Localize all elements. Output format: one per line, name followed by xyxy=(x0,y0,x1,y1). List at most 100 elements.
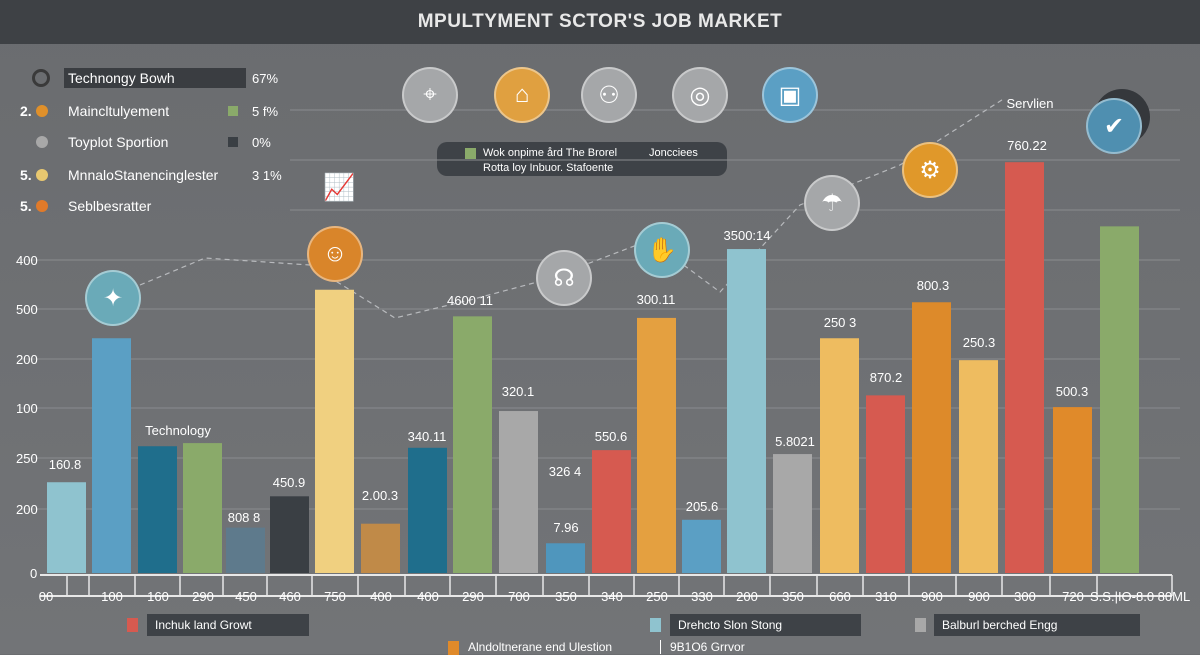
data-label: 5.8021 xyxy=(775,434,815,449)
legend-swatch-2 xyxy=(650,618,661,632)
y-tick-label: 100 xyxy=(16,401,38,416)
divider xyxy=(660,640,661,654)
legend-swatch-1 xyxy=(127,618,138,632)
location-icon: ⌖ xyxy=(402,67,458,123)
bar xyxy=(820,338,859,573)
legend-value: 67% xyxy=(252,70,279,86)
left-legend-item: 2. Maincltulyement 5 f% xyxy=(20,99,290,123)
y-tick-label: 0 xyxy=(30,566,37,581)
bar xyxy=(226,527,265,573)
data-label: 250 3 xyxy=(824,315,857,330)
info-box: Wok onpime ård The Brorel Rotta loy Inbu… xyxy=(437,142,727,176)
bar xyxy=(315,289,354,573)
data-label: 160.8 xyxy=(49,457,82,472)
legend-label: MnnaloStanencinglester xyxy=(68,167,219,183)
legend-swatch-3 xyxy=(915,618,926,632)
x-tick-label: 290 xyxy=(192,589,214,604)
info-square xyxy=(465,148,476,159)
y-tick-label: 500 xyxy=(16,302,38,317)
data-label: 760.22 xyxy=(1007,138,1047,153)
data-label: 205.6 xyxy=(686,499,719,514)
legend-square xyxy=(228,106,238,116)
y-tick-label: 200 xyxy=(16,502,38,517)
bar xyxy=(270,496,309,573)
bottom-legend-item-1: Inchuk land Growt xyxy=(147,614,309,636)
x-tick-label: 700 xyxy=(508,589,530,604)
legend-number: 5. xyxy=(20,167,32,183)
lightbulb-icon: ✦ xyxy=(85,270,141,326)
gears-icon: ⚙ xyxy=(902,142,958,198)
x-tick-label: 350 xyxy=(782,589,804,604)
data-label: 3500:14 xyxy=(724,228,771,243)
data-label: 450.9 xyxy=(273,475,306,490)
legend-label: Balburl berched Engg xyxy=(942,618,1058,632)
x-tick-label: 100 xyxy=(101,589,123,604)
x-tick-label: 250 xyxy=(646,589,668,604)
user-check-icon: ✔ xyxy=(1086,98,1142,154)
legend-label: Drehcto Slon Stong xyxy=(678,618,783,632)
bar xyxy=(866,395,905,573)
title-bar: MPULTYMENT SCTOR'S JOB MARKET xyxy=(0,0,1200,44)
data-label: 250.3 xyxy=(963,335,996,350)
legend-number: 2. xyxy=(20,103,32,119)
bottom-legend-item-4: Alndoltnerane end Ulestion xyxy=(468,640,613,654)
info-line2: Rotta loy Inbuor. Stafoente xyxy=(483,162,614,174)
legend-label: Seblbesratter xyxy=(68,198,152,214)
presentation-icon: ☂ xyxy=(804,175,860,231)
bar xyxy=(592,450,631,573)
bar xyxy=(92,338,131,573)
bar xyxy=(773,454,812,573)
left-legend-item: Technongy Bowh 67% xyxy=(20,66,290,90)
bar xyxy=(47,482,86,573)
y-tick-label: 200 xyxy=(16,352,38,367)
data-label: 550.6 xyxy=(595,429,628,444)
bar xyxy=(1100,226,1139,574)
data-label: Technology xyxy=(145,423,211,438)
bar xyxy=(912,302,951,573)
legend-value: 0% xyxy=(252,134,271,150)
x-tick-label: 750 xyxy=(324,589,346,604)
x-tick-label: 900 xyxy=(968,589,990,604)
bar xyxy=(727,249,766,574)
x-tick-label: 160 xyxy=(147,589,169,604)
bar xyxy=(183,443,222,573)
data-label: 300.11 xyxy=(637,292,676,307)
x-tick-label: S.S.|IO-8.0 80ML xyxy=(1090,589,1190,604)
handshake-icon: ✋ xyxy=(634,222,690,278)
bar xyxy=(546,543,585,573)
bar xyxy=(959,360,998,573)
target-icon: ◎ xyxy=(672,67,728,123)
data-label: 340.11 xyxy=(408,429,447,444)
y-tick-label: 250 xyxy=(16,451,38,466)
x-tick-label: 400 xyxy=(370,589,392,604)
x-tick-label: 400 xyxy=(417,589,439,604)
bottom-legend-item-2: Drehcto Slon Stong xyxy=(670,614,861,636)
house-icon: ⌂ xyxy=(494,67,550,123)
briefcase-icon: ▣ xyxy=(762,67,818,123)
bar xyxy=(408,447,447,573)
legend-value: 3 1% xyxy=(252,167,282,183)
legend-dot xyxy=(32,69,50,87)
team-icon: ☊ xyxy=(536,250,592,306)
data-label: 808 8 xyxy=(228,510,261,525)
data-label: 320.1 xyxy=(502,384,535,399)
y-tick-label: 400 xyxy=(16,253,38,268)
legend-dot xyxy=(36,200,48,212)
legend-number: 5. xyxy=(20,198,32,214)
worker-icon: ☺ xyxy=(307,226,363,282)
x-tick-label: 350 xyxy=(555,589,577,604)
x-tick-label: 290 xyxy=(462,589,484,604)
data-label: 2.00.3 xyxy=(362,488,398,503)
legend-value: 5 f% xyxy=(252,103,279,119)
legend-dot xyxy=(36,136,48,148)
legend-dot xyxy=(36,105,48,117)
chart-title: MPULTYMENT SCTOR'S JOB MARKET xyxy=(417,11,783,32)
legend-label: Toyplot Sportion xyxy=(68,134,169,150)
x-tick-label: 900 xyxy=(921,589,943,604)
data-label: 500.3 xyxy=(1056,384,1089,399)
x-tick-label: 660 xyxy=(829,589,851,604)
x-tick-label: 310 xyxy=(875,589,897,604)
x-tick-label: 330 xyxy=(691,589,713,604)
legend-swatch-4 xyxy=(448,641,459,655)
